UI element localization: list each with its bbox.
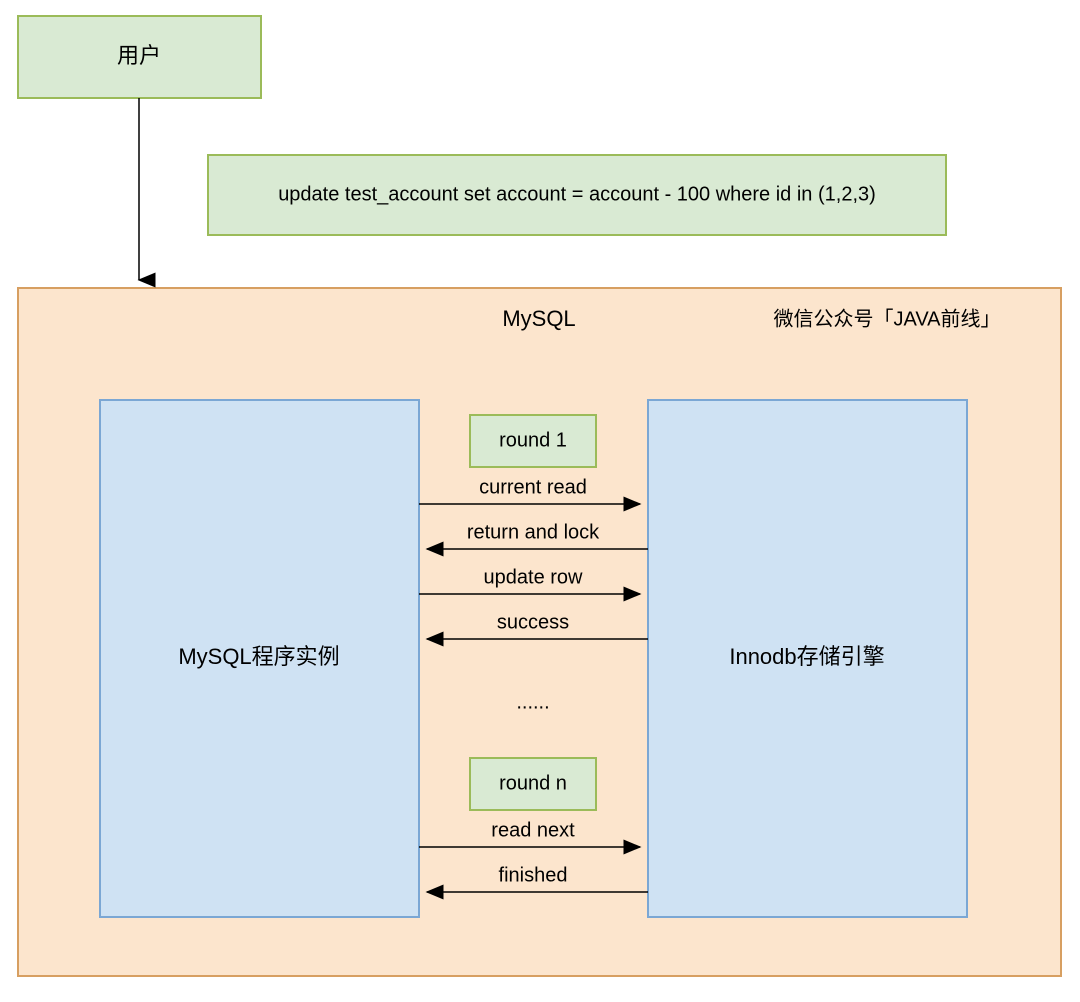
arrow-label-3: success bbox=[497, 611, 569, 633]
arrow-label-1: return and lock bbox=[467, 521, 600, 543]
arrow-label-0: current read bbox=[479, 476, 587, 498]
user-label: 用户 bbox=[117, 43, 161, 68]
arrow-label-2: update row bbox=[484, 566, 584, 588]
arrow-label-4: read next bbox=[491, 819, 575, 841]
innodb-label: Innodb存储引擎 bbox=[729, 644, 884, 669]
watermark-label: 微信公众号「JAVA前线」 bbox=[773, 307, 1000, 330]
sql-label: update test_account set account = accoun… bbox=[278, 183, 876, 205]
mysql-instance-label: MySQL程序实例 bbox=[178, 644, 339, 669]
diagram-root: MySQL 微信公众号「JAVA前线」 用户 update test_accou… bbox=[0, 0, 1080, 1002]
mysql-label: MySQL bbox=[502, 306, 575, 331]
roundn-label: round n bbox=[499, 772, 567, 794]
ellipsis-label: ...... bbox=[516, 691, 549, 713]
round1-label: round 1 bbox=[499, 429, 567, 451]
arrow-label-5: finished bbox=[499, 864, 568, 886]
